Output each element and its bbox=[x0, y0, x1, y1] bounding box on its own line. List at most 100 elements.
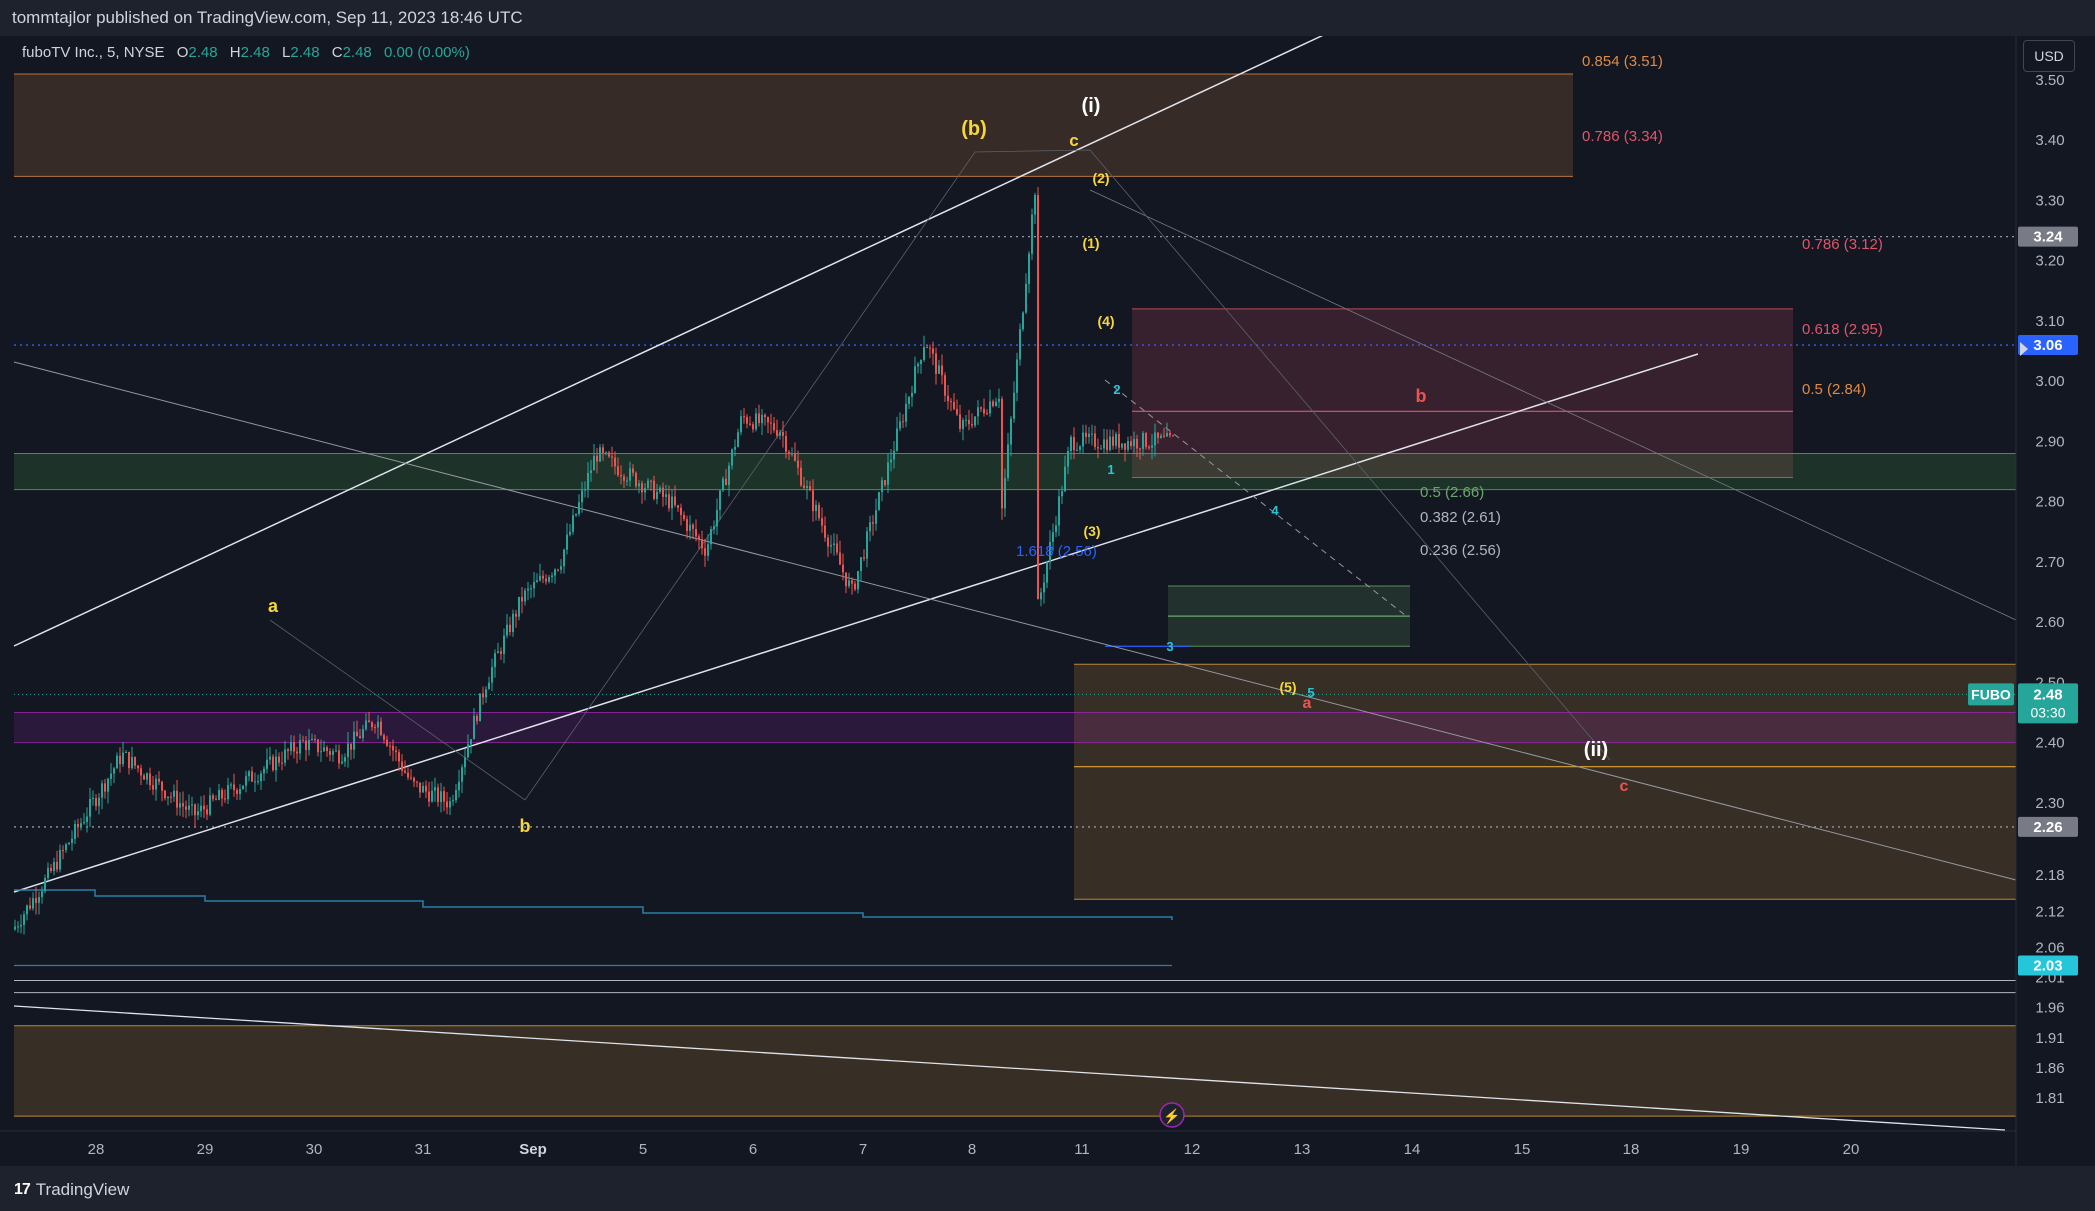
candle-body bbox=[275, 756, 277, 771]
candle-body bbox=[155, 778, 157, 790]
moving-average-line bbox=[14, 889, 1173, 920]
candle-body bbox=[1076, 449, 1078, 451]
candle-body bbox=[380, 721, 382, 736]
footer-bar bbox=[0, 1166, 2095, 1211]
candle-body bbox=[1088, 433, 1090, 437]
tradingview-logo-icon: 17 bbox=[14, 1181, 31, 1198]
wave-label: (1) bbox=[1082, 235, 1099, 251]
candle-body bbox=[506, 624, 508, 636]
candle-body bbox=[896, 428, 898, 451]
last-price-badge bbox=[2018, 683, 2078, 724]
candle-body bbox=[758, 413, 760, 424]
candle-body bbox=[734, 446, 736, 450]
candle-body bbox=[563, 549, 565, 567]
candle-body bbox=[161, 781, 163, 791]
candle-body bbox=[539, 575, 541, 581]
price-tick-label: 2.90 bbox=[2035, 433, 2064, 450]
candle-body bbox=[458, 781, 460, 791]
tradingview-logo[interactable]: 17 TradingView bbox=[14, 1180, 129, 1200]
candle-body bbox=[314, 738, 316, 740]
candle-body bbox=[881, 480, 883, 493]
candle-body bbox=[416, 781, 418, 783]
candle-body bbox=[743, 416, 745, 418]
candle-body bbox=[878, 492, 880, 511]
candle-body bbox=[98, 797, 100, 807]
candle-body bbox=[44, 878, 46, 892]
candle-body bbox=[287, 749, 289, 752]
time-tick-label: 5 bbox=[639, 1141, 647, 1158]
candle-body bbox=[692, 524, 694, 529]
price-tick-label: 1.86 bbox=[2035, 1060, 2064, 1077]
candle-body bbox=[125, 752, 127, 754]
candle-body bbox=[134, 757, 136, 766]
candle-body bbox=[1016, 359, 1018, 393]
candle-body bbox=[911, 392, 913, 397]
candle-body bbox=[1019, 329, 1021, 360]
candle-body bbox=[68, 843, 70, 845]
candle-body bbox=[1124, 443, 1126, 450]
level-price-badge bbox=[2018, 955, 2078, 976]
currency-button[interactable]: USD bbox=[2023, 40, 2075, 72]
candle-body bbox=[1070, 437, 1072, 451]
wave-label: c bbox=[1069, 131, 1078, 150]
candle-body bbox=[611, 456, 613, 458]
wave-label: 3 bbox=[1166, 639, 1173, 654]
candle-body bbox=[1082, 432, 1084, 447]
candle-body bbox=[809, 486, 811, 491]
candle-body bbox=[164, 790, 166, 799]
upper-red-zone bbox=[14, 73, 1573, 177]
price-tick-label: 2.12 bbox=[2035, 903, 2064, 920]
candle-body bbox=[779, 432, 781, 436]
wave-label: (i) bbox=[1082, 95, 1101, 117]
candle-body bbox=[959, 414, 961, 429]
wave-label: 5 bbox=[1307, 685, 1314, 700]
candle-body bbox=[281, 762, 283, 764]
candle-body bbox=[1169, 432, 1171, 436]
candle-body bbox=[917, 363, 919, 367]
time-tick-label: 18 bbox=[1623, 1141, 1640, 1158]
low-value: 2.48 bbox=[290, 44, 320, 61]
candle-body bbox=[791, 453, 793, 455]
fib-red-zone bbox=[1132, 308, 1793, 478]
candle-body bbox=[1151, 445, 1153, 448]
fib-label: 0.236 (2.56) bbox=[1420, 542, 1501, 559]
wave-label: (b) bbox=[961, 118, 987, 140]
wave-label: (ii) bbox=[1584, 739, 1608, 761]
candle-body bbox=[710, 529, 712, 545]
candle-body bbox=[65, 844, 67, 851]
candle-body bbox=[815, 504, 817, 512]
candle-body bbox=[1097, 447, 1099, 449]
candle-body bbox=[491, 667, 493, 683]
candle-body bbox=[365, 720, 367, 730]
candle-body bbox=[782, 432, 784, 436]
candle-body bbox=[455, 790, 457, 801]
candle-body bbox=[1094, 433, 1096, 448]
candle-body bbox=[83, 822, 85, 824]
candle-body bbox=[131, 757, 133, 769]
candle-body bbox=[620, 475, 622, 477]
candle-body bbox=[215, 799, 217, 801]
time-tick-label: 7 bbox=[859, 1141, 867, 1158]
candle-body bbox=[536, 580, 538, 583]
candle-body bbox=[74, 823, 76, 839]
candle-body bbox=[401, 761, 403, 771]
candle-body bbox=[473, 715, 475, 740]
candle-body bbox=[32, 898, 34, 909]
symbol-legend[interactable]: fuboTV Inc., 5, NYSE O2.48 H2.48 L2.48 C… bbox=[22, 44, 470, 61]
candle-body bbox=[206, 809, 208, 815]
candle-body bbox=[749, 423, 751, 425]
candle-body bbox=[713, 526, 715, 530]
candle-body bbox=[332, 751, 334, 755]
candle-body bbox=[419, 782, 421, 793]
candle-body bbox=[800, 467, 802, 486]
low-label: L bbox=[282, 44, 291, 61]
candle-body bbox=[821, 518, 823, 526]
time-tick-label: 28 bbox=[88, 1141, 105, 1158]
price-tick-label: 3.00 bbox=[2035, 373, 2064, 390]
candle-body bbox=[680, 507, 682, 515]
candle-body bbox=[176, 790, 178, 808]
candle-body bbox=[575, 514, 577, 516]
candle-body bbox=[773, 423, 775, 431]
candle-body bbox=[389, 745, 391, 747]
